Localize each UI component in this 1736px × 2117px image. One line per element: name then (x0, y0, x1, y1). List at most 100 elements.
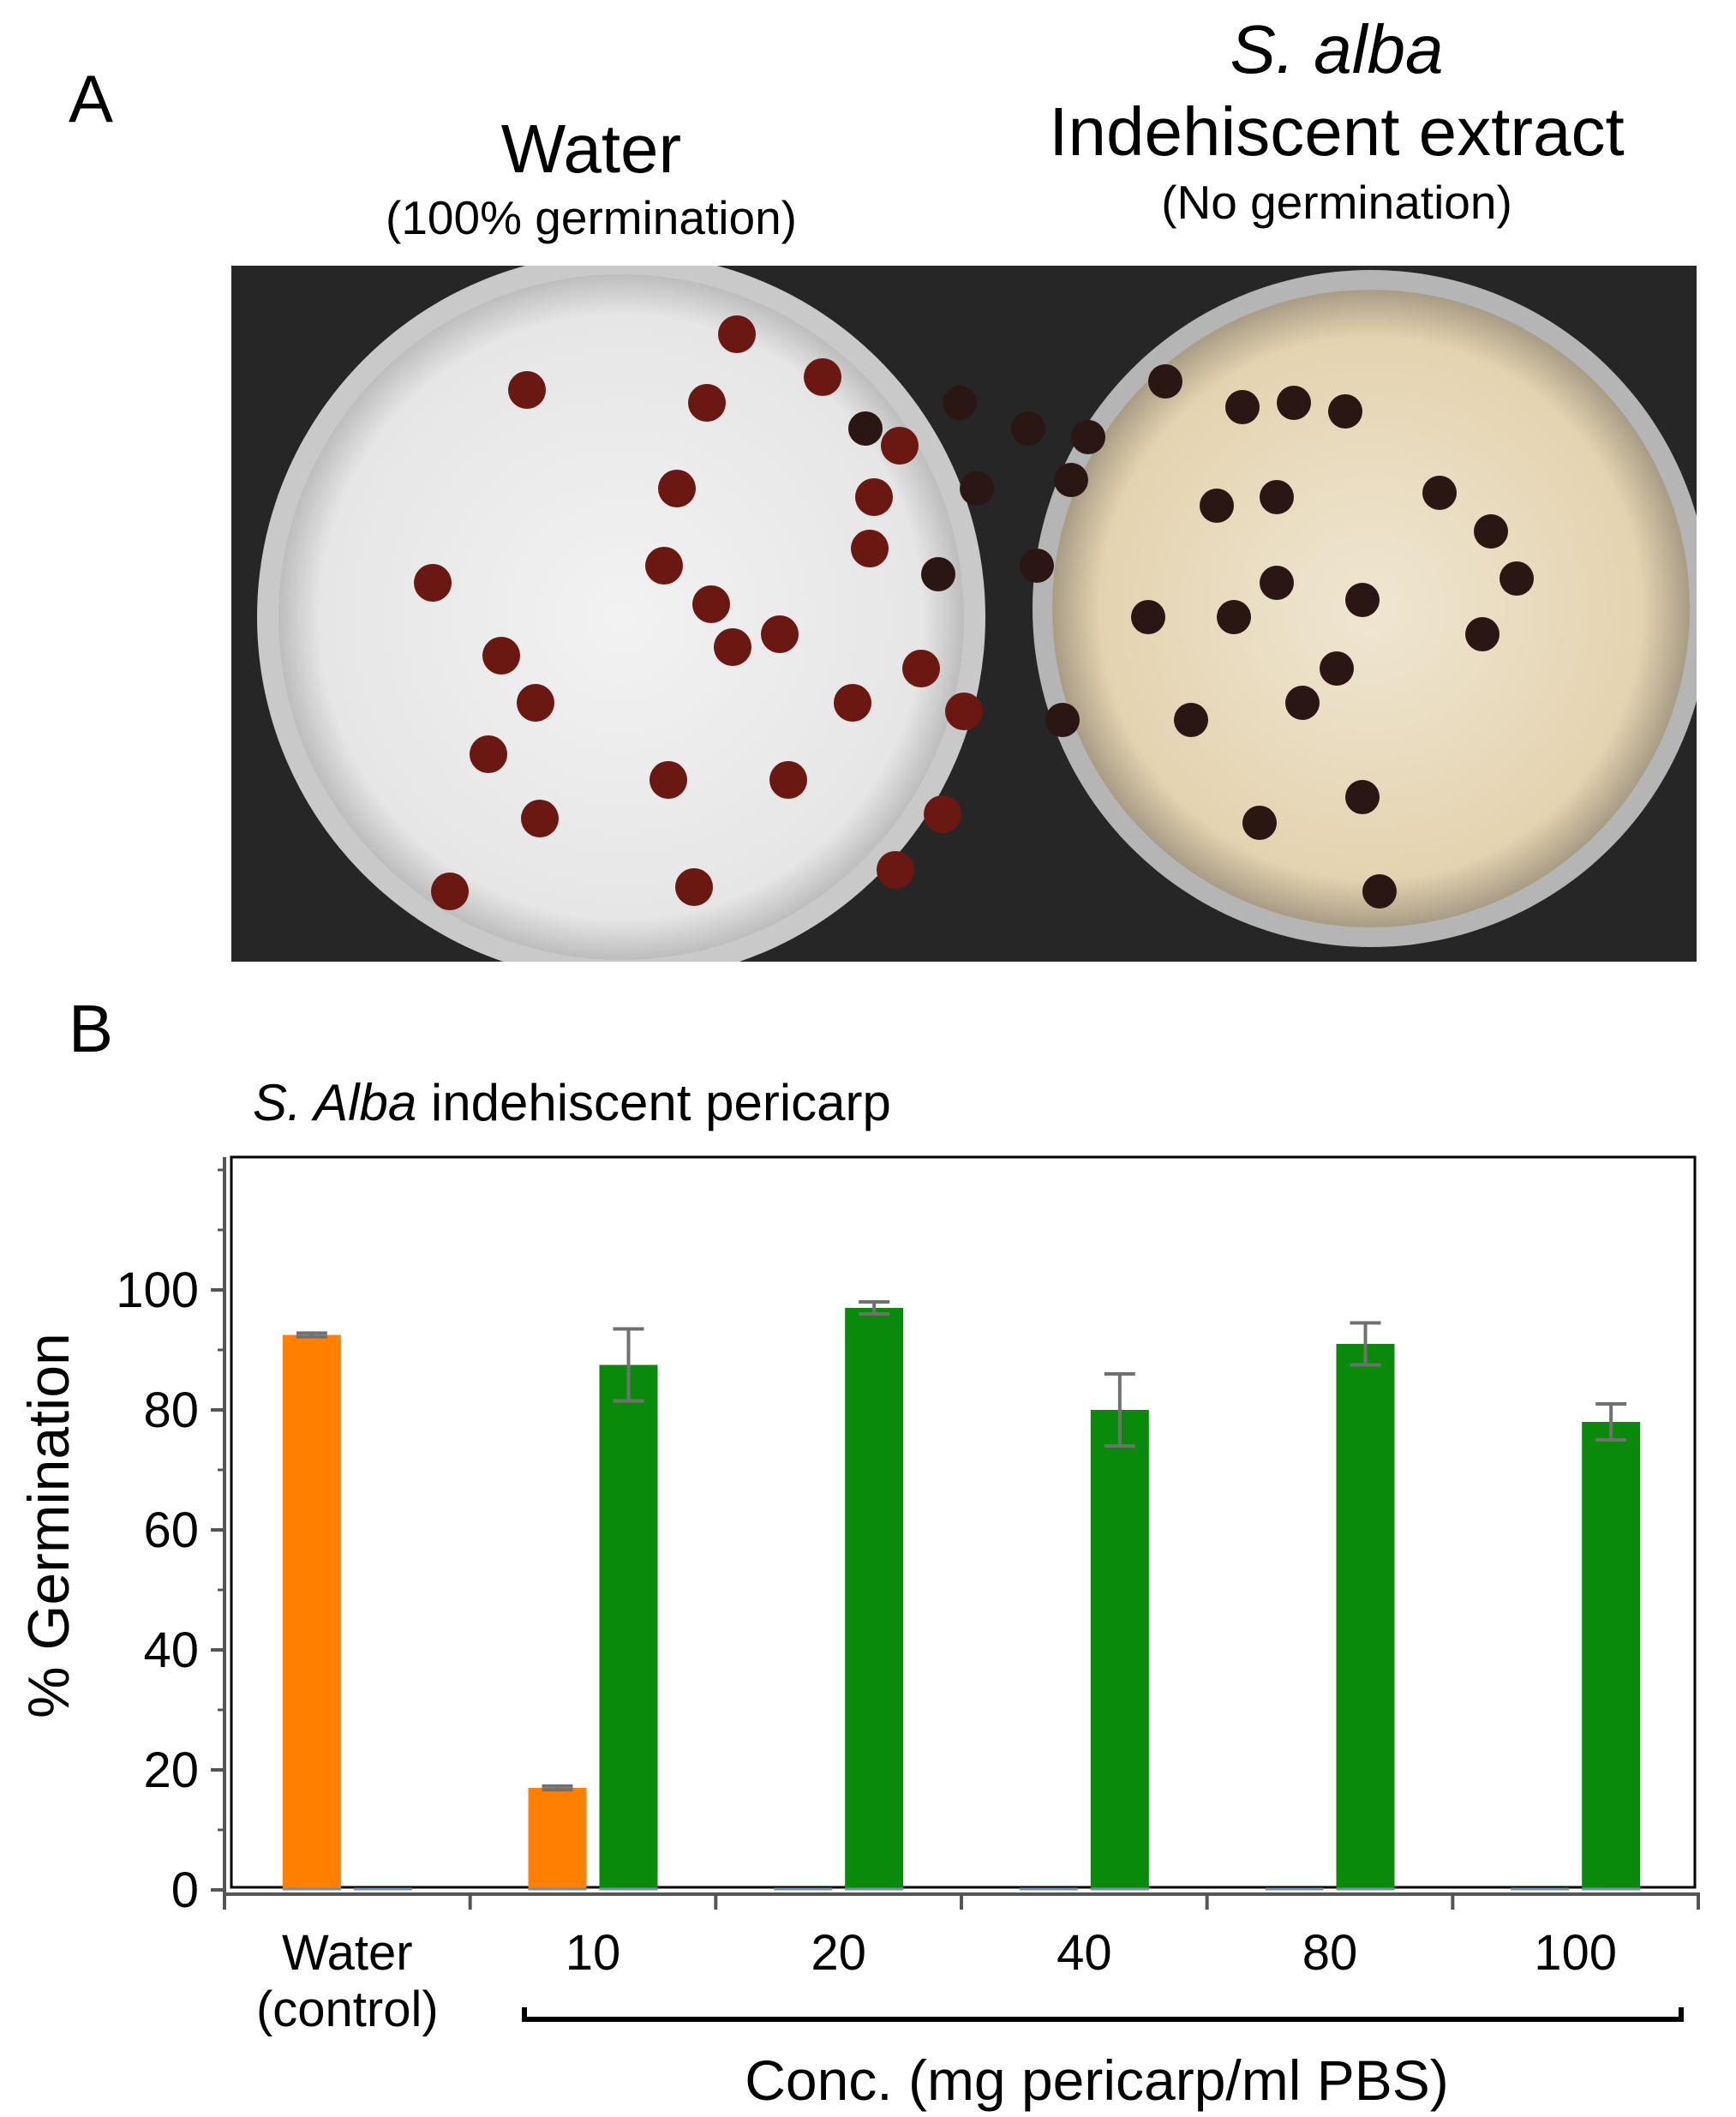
error-bar-series0-Water (control) (296, 1331, 327, 1339)
seed (1320, 651, 1354, 686)
seed (1045, 703, 1080, 737)
seed (1200, 489, 1234, 523)
seed (1422, 476, 1457, 510)
petri-dish-photo (231, 266, 1697, 962)
extract-label-title: Indehiscent extract (1049, 93, 1625, 170)
seed (761, 615, 799, 653)
seed (1285, 686, 1320, 720)
seed (1465, 617, 1500, 651)
seed (1474, 514, 1508, 549)
extract-label-subtitle: (No germination) (1161, 176, 1512, 229)
seed (769, 761, 807, 799)
bar-series0-Water (control) (282, 1334, 341, 1890)
y-tick-label-20: 20 (143, 1742, 199, 1798)
category-labels: Water(control) 10 20 40 80 100 (256, 1925, 1617, 2037)
bar-series1-20 (845, 1308, 904, 1890)
ungerminated-seeds (848, 364, 1534, 909)
error-bar-series1-100 (1595, 1402, 1627, 1442)
plot-frame (230, 1155, 1697, 1889)
seed (470, 735, 507, 773)
category-label-0-1: (control) (256, 1982, 439, 2037)
seed (1131, 600, 1165, 634)
seed (834, 684, 871, 722)
seed (1011, 411, 1045, 446)
seed (692, 585, 730, 623)
extract-label-species: S. alba (1230, 11, 1444, 87)
y-axis-label: % Germination (16, 1333, 81, 1718)
category-label-3-0: 40 (1057, 1925, 1112, 1981)
seed (1020, 549, 1054, 583)
seed (658, 470, 696, 507)
chart-title-rest: indehiscent pericarp (416, 1074, 891, 1131)
seed (521, 800, 559, 837)
seed (855, 478, 893, 516)
seed (851, 530, 889, 567)
error-bar-series1-80 (1350, 1321, 1381, 1367)
panel-b-letter: B (69, 991, 114, 1066)
error-bar-series0-10 (542, 1784, 573, 1792)
seed (877, 851, 914, 889)
seed (921, 557, 955, 591)
seed (1260, 566, 1294, 600)
seed (508, 371, 546, 409)
category-label-2-0: 20 (811, 1925, 866, 1981)
seed (1277, 386, 1311, 420)
bar-series1-10 (599, 1364, 658, 1890)
panel-a-letter: A (69, 61, 114, 136)
seed (675, 868, 713, 906)
seed (482, 637, 520, 675)
seed (1345, 583, 1380, 617)
bars (282, 1300, 1641, 1891)
bar-series1-80 (1336, 1344, 1395, 1890)
error-bar-series1-20 (859, 1300, 890, 1316)
seed (431, 873, 469, 910)
seed (1217, 600, 1251, 634)
seed (902, 650, 940, 687)
y-tick-label-60: 60 (143, 1502, 199, 1558)
concentration-bracket (522, 2007, 1684, 2022)
seed (924, 795, 961, 833)
bar-series0-10 (528, 1788, 587, 1890)
x-ticks (223, 1892, 1700, 1910)
category-label-0-0: Water (282, 1925, 413, 1981)
seed (960, 471, 994, 506)
seed (650, 761, 687, 799)
seed (1362, 874, 1397, 909)
error-bar-series1-40 (1104, 1372, 1135, 1448)
seed (1242, 806, 1277, 840)
seed (718, 315, 756, 353)
seed (804, 358, 841, 396)
chart-title: S. Alba indehiscent pericarp (253, 1073, 891, 1132)
chart-title-species: S. Alba (253, 1074, 417, 1131)
seed (943, 386, 977, 420)
seed (645, 547, 683, 585)
germinated-seeds (414, 315, 983, 910)
seed (1328, 394, 1362, 429)
seed (1260, 480, 1294, 514)
error-bar-series1-10 (613, 1327, 644, 1403)
y-tick-label-80: 80 (143, 1382, 199, 1438)
bar-series1-40 (1090, 1410, 1149, 1890)
seed (881, 427, 919, 465)
seed (1071, 420, 1105, 454)
seed (1148, 364, 1182, 399)
seed (688, 384, 726, 422)
water-label: Water (100% germination) (368, 110, 814, 247)
seed (945, 693, 983, 730)
petri-dish-illustration (231, 266, 1697, 962)
y-ticks: 0 20 40 60 80 100 (116, 1168, 224, 1918)
seed (1054, 463, 1088, 497)
seed (1225, 390, 1260, 424)
seed (1174, 703, 1208, 737)
extract-label: S. alba Indehiscent extract (No germinat… (960, 9, 1714, 231)
concentration-axis-label: Conc. (mg pericarp/ml PBS) (745, 2048, 1449, 2112)
seed (517, 684, 554, 722)
y-tick-label-100: 100 (116, 1262, 199, 1318)
bar-series1-100 (1582, 1422, 1641, 1890)
seed (1500, 561, 1534, 596)
seed (414, 564, 452, 602)
y-tick-label-40: 40 (143, 1622, 199, 1678)
category-label-5-0: 100 (1534, 1925, 1617, 1981)
category-label-4-0: 80 (1302, 1925, 1358, 1981)
